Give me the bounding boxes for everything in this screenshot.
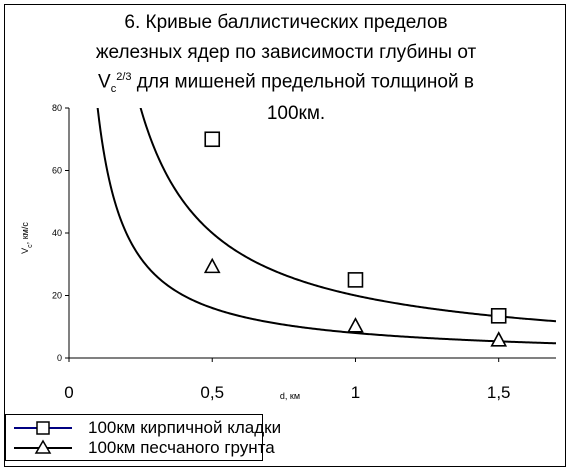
legend-item-series-2: 100км песчаного грунта [6, 438, 275, 458]
chart-title-line-3: Vc2/3 для мишеней предельной толщиной в [0, 71, 572, 95]
y-tick-label: 40 [52, 228, 62, 238]
legend-triangle-symbol [14, 439, 72, 454]
x-tick-label: 1 [351, 383, 360, 402]
chart-title-line-1: 6. Кривые баллистических пределов [124, 12, 448, 33]
series-2-line [96, 108, 556, 345]
title-line-3-text: для мишеней предельной толщиной в [136, 71, 474, 93]
series-1-line [139, 108, 556, 323]
series-1-square-marker [204, 131, 221, 148]
y-axis-title: Vc, км/с [20, 222, 34, 254]
legend-square-symbol [14, 421, 72, 435]
series-2-triangle-marker [490, 331, 508, 347]
x-axis-title: d, км [280, 391, 300, 401]
x-tick-label: 1,5 [487, 383, 511, 402]
y-tick-label: 0 [57, 353, 62, 363]
chart-frame [4, 4, 566, 467]
y-label-sub: c [27, 244, 34, 248]
series-2-triangle-marker [203, 257, 221, 274]
y-tick-label: 60 [52, 166, 62, 176]
legend-item-series-1: 100км кирпичной кладки [6, 418, 281, 438]
chart-title-line-2: железных ядер по зависимости глубины от [95, 42, 477, 63]
title-v-sub: c [110, 83, 117, 96]
y-label-base: V [20, 248, 30, 254]
x-tick-label: 0,5 [200, 383, 224, 402]
y-tick-label: 20 [52, 291, 62, 301]
y-label-rest: , км/с [20, 222, 30, 245]
title-v-sup: 2/3 [116, 71, 132, 83]
title-v-base: V [98, 71, 111, 93]
legend-label-series-2: 100км песчаного грунта [88, 438, 275, 457]
series-1-square-marker [347, 272, 364, 288]
y-tick-label: 80 [52, 103, 62, 113]
chart-title-line-4: 100км. [266, 103, 326, 124]
legend-label-series-1: 100км кирпичной кладки [88, 418, 282, 437]
series-2-triangle-marker [347, 317, 364, 333]
series-1-square-marker [490, 308, 507, 324]
legend: 100км кирпичной кладки 100км песчаного г… [5, 414, 281, 461]
x-tick-label: 0 [64, 383, 73, 402]
